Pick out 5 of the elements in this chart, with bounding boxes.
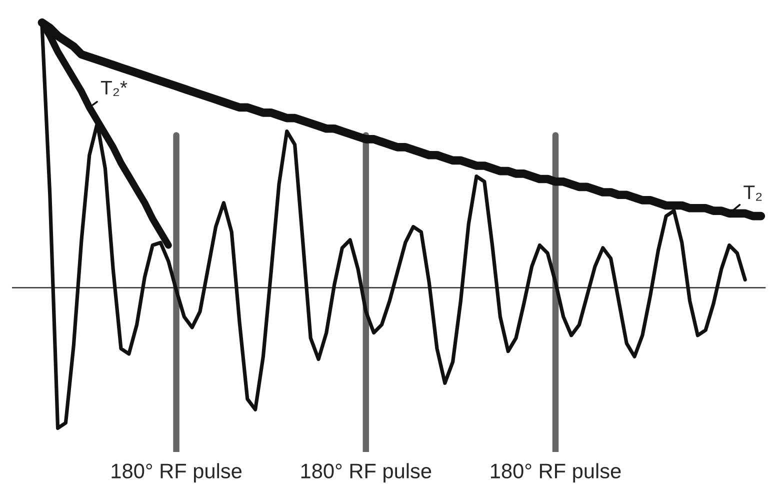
- series-label: T₂: [744, 186, 762, 201]
- x-tick-label: 180° RF pulse: [490, 463, 621, 483]
- x-tick-label: 180° RF pulse: [112, 463, 242, 483]
- x-tick-label: 180° RF pulse: [301, 463, 432, 483]
- series-label: T₂*: [100, 81, 128, 96]
